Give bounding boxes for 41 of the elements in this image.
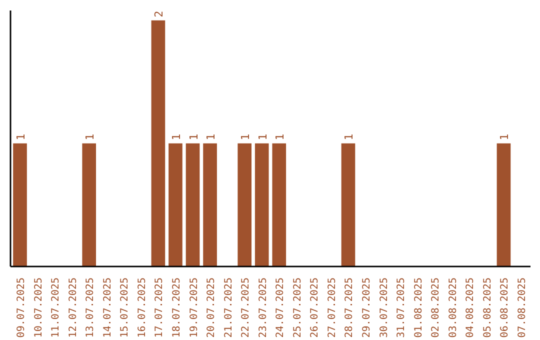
x-tick-label: 15.07.2025 [120, 277, 131, 338]
x-tick-label: 16.07.2025 [136, 277, 148, 338]
data-label: 1 [84, 134, 97, 140]
x-tick-label: 03.08.2025 [448, 277, 459, 338]
x-tick-label: 09.07.2025 [16, 277, 27, 338]
data-label: 1 [256, 134, 270, 140]
x-tick-label: 29.07.2025 [362, 277, 373, 338]
x-tick-label: 24.07.2025 [275, 277, 286, 338]
x-tick-label: 19.07.2025 [188, 277, 200, 338]
data-label: 1 [498, 134, 512, 140]
x-tick-label: 28.07.2025 [344, 277, 356, 338]
data-label: 1 [342, 134, 356, 140]
x-tick-label: 25.07.2025 [292, 277, 304, 338]
x-tick-label: 12.07.2025 [68, 277, 79, 338]
x-tick-label: 31.07.2025 [396, 277, 408, 338]
x-tick-label: 30.07.2025 [378, 277, 390, 338]
x-tick-label: 10.07.2025 [33, 277, 44, 338]
x-tick-label: 27.07.2025 [326, 277, 338, 338]
x-tick-label: 04.08.2025 [465, 277, 476, 338]
x-tick-label: 06.08.2025 [500, 277, 511, 338]
x-tick-label: 18.07.2025 [171, 277, 182, 338]
data-label: 1 [204, 134, 218, 140]
x-tick-label: 01.08.2025 [413, 277, 424, 338]
x-tick-label: 13.07.2025 [85, 277, 96, 338]
data-label: 1 [14, 134, 28, 140]
x-tick-label: 07.08.2025 [517, 277, 528, 338]
data-label: 1 [274, 134, 287, 140]
data-label: 1 [239, 134, 252, 140]
x-tick-label: 05.08.2025 [482, 277, 494, 338]
x-tick-label: 21.07.2025 [223, 277, 234, 338]
x-tick-label: 22.07.2025 [240, 277, 252, 338]
x-tick-label: 26.07.2025 [310, 277, 321, 338]
x-tick-label: 20.07.2025 [206, 277, 218, 338]
data-label: 1 [187, 134, 200, 140]
x-tick-label: 14.07.2025 [102, 277, 114, 338]
data-label: 2 [152, 10, 166, 18]
x-tick-label: 17.07.2025 [154, 277, 166, 338]
data-label: 1 [170, 134, 183, 140]
x-tick-label: 02.08.2025 [430, 277, 442, 338]
x-tick-label: 23.07.2025 [258, 277, 269, 338]
x-tick-label: 11.07.2025 [50, 277, 62, 338]
